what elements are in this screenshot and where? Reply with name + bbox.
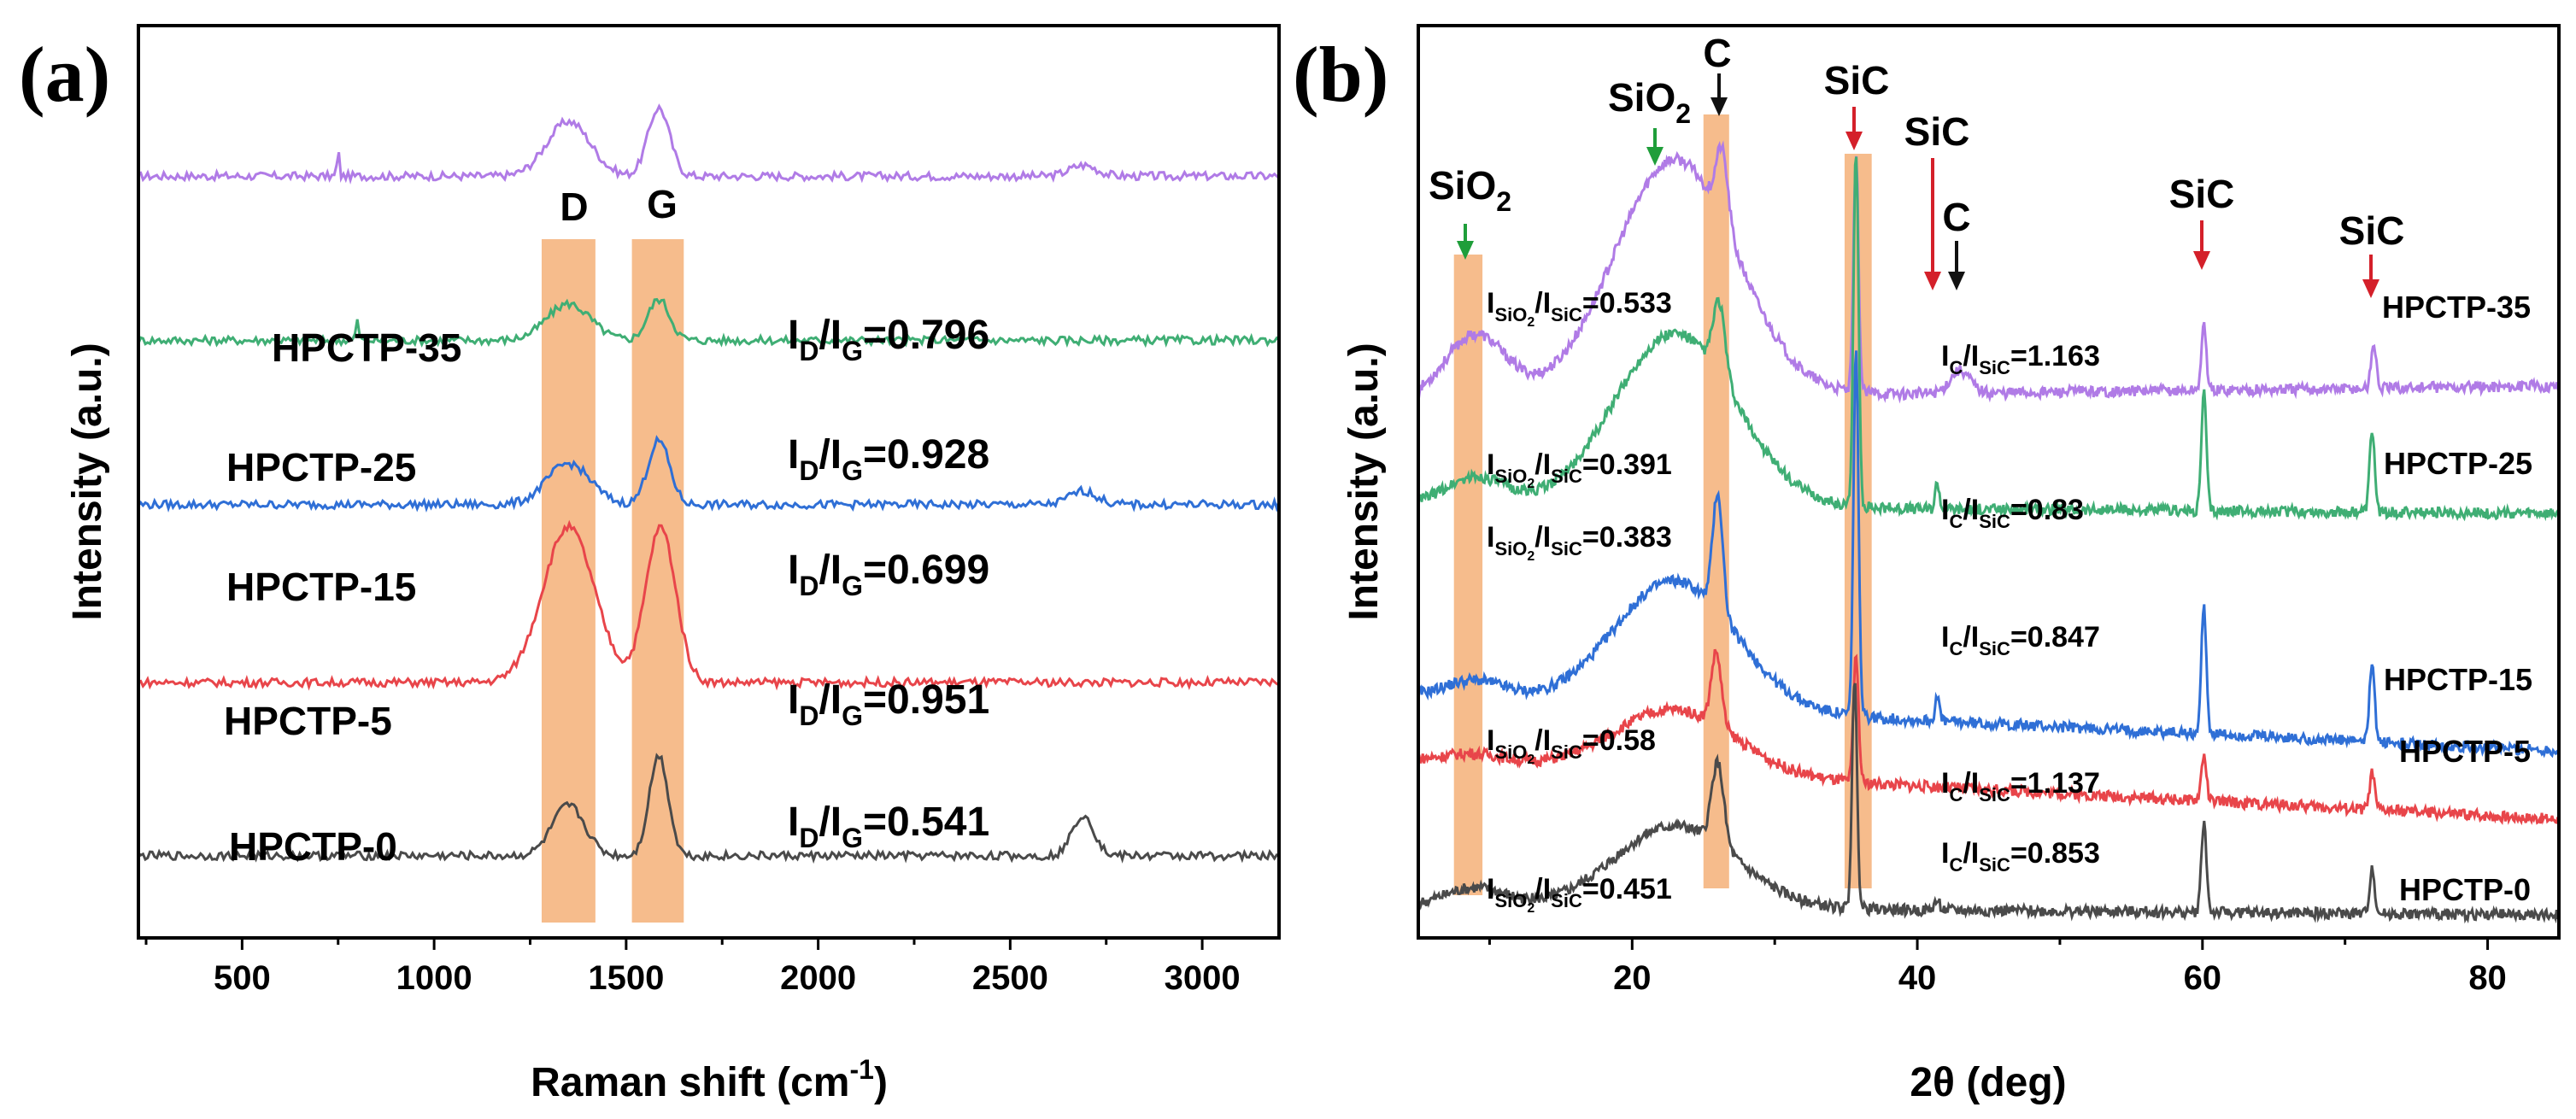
panel-a-raman: (a) 500 1000 1500 2000 2500 3000 D G HPCTP-35… bbox=[19, 24, 1281, 1105]
sio2-mid-label: SiO2 bbox=[1608, 75, 1691, 129]
xrd-sio2-sic-ratio: ISiO2/ISiC=0.451 bbox=[1487, 873, 1672, 916]
xrd-x-tick-label: 20 bbox=[1613, 959, 1652, 997]
xrd-sio2-sic-ratio: ISiO2/ISiC=0.58 bbox=[1487, 724, 1656, 767]
xrd-sample-name: HPCTP-5 bbox=[2399, 734, 2531, 769]
xrd-sample-name: HPCTP-0 bbox=[2399, 872, 2531, 907]
sic-label-3: SiC bbox=[2169, 172, 2235, 216]
raman-band-G bbox=[631, 239, 684, 923]
xrd-sample-names: HPCTP-35 HPCTP-25 HPCTP-15 HPCTP-5 HPCTP-0 bbox=[2382, 290, 2532, 907]
xrd-series-group bbox=[1417, 140, 2561, 924]
panel-a-frame bbox=[137, 24, 1281, 940]
xrd-ratio-labels: ISiO2/ISiC=0.533 IC/ISiC=1.163 ISiO2/ISiC=… bbox=[1487, 287, 2100, 916]
raman-xlabel-main: Raman shift (cm bbox=[531, 1060, 849, 1105]
xrd-sample-name: HPCTP-15 bbox=[2384, 662, 2532, 697]
raman-xlabel-end: ) bbox=[874, 1060, 888, 1105]
xrd-line-HPCTP-15 bbox=[1417, 350, 2561, 759]
xrd-sio2-sic-ratio: ISiO2/ISiC=0.391 bbox=[1487, 448, 1672, 491]
panel-b-xrd: (b) 20 40 60 80 SiO2 SiO2 C SiC SiC C SiC S… bbox=[1293, 24, 2561, 1105]
raman-line-HPCTP-35 bbox=[138, 103, 1281, 185]
c-mid-arrow bbox=[1948, 241, 1965, 290]
xrd-c-sic-ratio: IC/ISiC=1.163 bbox=[1941, 340, 2100, 378]
raman-band-group bbox=[541, 239, 684, 923]
raman-x-ticks: 500 1000 1500 2000 2500 3000 bbox=[144, 938, 1241, 997]
raman-x-tick-label: 3000 bbox=[1165, 959, 1241, 997]
panel-a-letter: (a) bbox=[19, 31, 110, 118]
raman-ratio-label: ID/IG=0.796 bbox=[788, 313, 989, 366]
xrd-band bbox=[1453, 255, 1483, 895]
raman-x-tick-label: 2500 bbox=[972, 959, 1048, 997]
raman-x-tick-label: 1500 bbox=[588, 959, 664, 997]
xrd-line-HPCTP-35 bbox=[1417, 140, 2561, 404]
raman-line-HPCTP-0 bbox=[137, 753, 1280, 864]
sic-arrow-3 bbox=[2193, 220, 2210, 270]
raman-sample-name: HPCTP-5 bbox=[224, 699, 392, 743]
raman-x-axis-label: Raman shift (cm-1) bbox=[531, 1054, 888, 1105]
xrd-c-sic-ratio: IC/ISiC=1.137 bbox=[1941, 767, 2100, 806]
sio2-mid-arrow bbox=[1646, 128, 1664, 166]
raman-ratio-label: ID/IG=0.699 bbox=[788, 548, 989, 601]
raman-line-HPCTP-15 bbox=[137, 435, 1281, 513]
c-mid-label: C bbox=[1942, 195, 1970, 239]
c-top-arrow bbox=[1710, 73, 1728, 116]
xrd-line-HPCTP-25 bbox=[1417, 156, 2561, 522]
raman-x-tick-label: 500 bbox=[214, 959, 271, 997]
xrd-x-tick-label: 40 bbox=[1898, 959, 1937, 997]
band-g-label: G bbox=[647, 182, 678, 226]
raman-sample-name: HPCTP-25 bbox=[226, 445, 416, 489]
raman-ratio-label: ID/IG=0.951 bbox=[788, 677, 989, 731]
xrd-line-HPCTP-0 bbox=[1417, 683, 2561, 924]
raman-ratio-label: ID/IG=0.928 bbox=[788, 432, 989, 486]
raman-x-tick-label: 1000 bbox=[396, 959, 472, 997]
xrd-c-sic-ratio: IC/ISiC=0.853 bbox=[1941, 837, 2100, 876]
raman-y-axis-label: Intensity (a.u.) bbox=[65, 343, 110, 620]
xrd-x-axis-label: 2θ (deg) bbox=[1910, 1060, 2066, 1105]
xrd-x-tick-label: 80 bbox=[2468, 959, 2507, 997]
xrd-x-ticks: 20 40 60 80 bbox=[1488, 938, 2507, 997]
sic-arrow-1 bbox=[1845, 107, 1863, 150]
c-top-label: C bbox=[1703, 31, 1731, 75]
svg-text:Raman shift (cm-1): Raman shift (cm-1) bbox=[531, 1054, 888, 1105]
raman-line-HPCTP-5 bbox=[138, 519, 1280, 691]
raman-ratio-labels: ID/IG=0.796 ID/IG=0.928 ID/IG=0.699 ID/IG=0… bbox=[788, 313, 989, 853]
raman-sample-names: HPCTP-35 HPCTP-25 HPCTP-15 HPCTP-5 HPCTP-0 bbox=[224, 325, 461, 869]
raman-sample-name: HPCTP-0 bbox=[229, 824, 397, 869]
sio2-left-arrow bbox=[1457, 224, 1474, 260]
raman-ratio-label: ID/IG=0.541 bbox=[788, 800, 989, 853]
xrd-band-group bbox=[1453, 114, 1872, 895]
xrd-peak-arrows bbox=[1457, 73, 2379, 298]
raman-line-HPCTP-25 bbox=[137, 297, 1280, 349]
xrd-x-tick-label: 60 bbox=[2184, 959, 2222, 997]
raman-sample-name: HPCTP-15 bbox=[226, 565, 416, 609]
xrd-sample-name: HPCTP-35 bbox=[2382, 290, 2531, 325]
xrd-sample-name: HPCTP-25 bbox=[2384, 446, 2532, 481]
sio2-left-label: SiO2 bbox=[1429, 163, 1511, 217]
raman-band-D bbox=[541, 239, 596, 923]
sic-arrow-2 bbox=[1924, 158, 1941, 290]
raman-sample-name: HPCTP-35 bbox=[272, 325, 461, 370]
sic-label-4: SiC bbox=[2339, 208, 2405, 253]
band-d-label: D bbox=[560, 185, 588, 229]
xrd-sio2-sic-ratio: ISiO2/ISiC=0.533 bbox=[1487, 287, 1672, 330]
raman-series-group bbox=[137, 103, 1281, 864]
xrd-sio2-sic-ratio: ISiO2/ISiC=0.383 bbox=[1487, 521, 1672, 564]
xrd-c-sic-ratio: IC/ISiC=0.847 bbox=[1941, 621, 2100, 659]
raman-xlabel-sup: -1 bbox=[849, 1054, 873, 1085]
panel-b-frame bbox=[1417, 24, 2561, 940]
panel-b-letter: (b) bbox=[1293, 31, 1388, 118]
raman-x-tick-label: 2000 bbox=[780, 959, 856, 997]
sic-label-2: SiC bbox=[1904, 109, 1970, 154]
sic-arrow-4 bbox=[2362, 255, 2379, 298]
xrd-c-sic-ratio: IC/ISiC=0.83 bbox=[1941, 494, 2084, 532]
xrd-line-HPCTP-5 bbox=[1417, 648, 2561, 826]
sic-label-1: SiC bbox=[1824, 58, 1890, 103]
xrd-y-axis-label: Intensity (a.u.) bbox=[1341, 343, 1387, 620]
